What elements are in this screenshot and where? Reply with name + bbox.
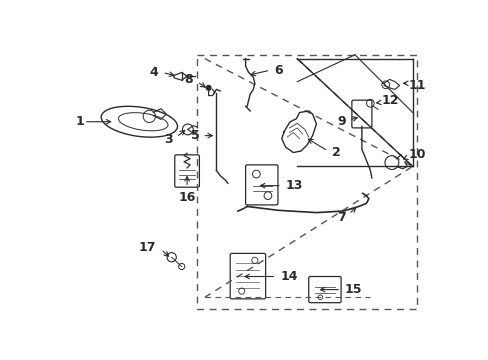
- Text: 2: 2: [331, 146, 340, 159]
- Text: 5: 5: [190, 129, 199, 142]
- Text: 14: 14: [280, 270, 297, 283]
- Text: 8: 8: [184, 73, 193, 86]
- Text: 11: 11: [408, 79, 426, 92]
- Text: 1: 1: [75, 115, 84, 128]
- Text: 17: 17: [139, 241, 156, 254]
- Text: 10: 10: [408, 148, 426, 161]
- Text: 7: 7: [336, 211, 345, 225]
- Text: 15: 15: [344, 283, 362, 296]
- Text: 3: 3: [163, 133, 172, 146]
- Text: 13: 13: [285, 179, 303, 192]
- Text: 12: 12: [381, 94, 399, 107]
- Circle shape: [206, 86, 210, 90]
- Text: 4: 4: [149, 66, 158, 79]
- Text: 6: 6: [274, 64, 282, 77]
- Text: 9: 9: [336, 115, 345, 128]
- Text: 16: 16: [178, 191, 195, 204]
